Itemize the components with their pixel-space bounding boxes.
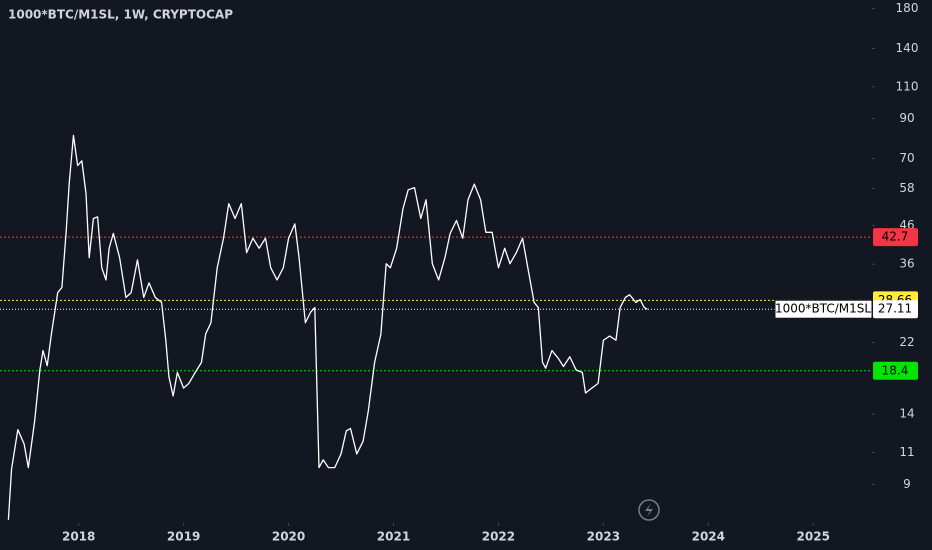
last-value-box	[873, 300, 918, 319]
price-label-box	[873, 228, 918, 247]
x-tick-label: 2018	[62, 530, 95, 544]
chart-title: 1000*BTC/M1SL, 1W, CRYPTOCAP	[8, 8, 233, 22]
y-tick-label: 90	[899, 111, 914, 125]
y-tick-label: 58	[899, 181, 914, 195]
x-tick-label: 2023	[587, 530, 620, 544]
y-tick-label: 14	[899, 407, 914, 421]
series-name-box	[774, 299, 873, 319]
price-label-box	[873, 361, 918, 380]
x-tick-label: 2025	[797, 530, 830, 544]
y-tick-label: 22	[899, 335, 914, 349]
replay-icon[interactable]	[638, 499, 660, 521]
price-label: 18.4	[882, 363, 909, 377]
series-line	[7, 134, 648, 520]
last-value-label: 27.11	[878, 302, 912, 316]
y-tick-label: 70	[899, 151, 914, 165]
y-tick-label: 140	[896, 41, 919, 55]
x-tick-label: 2020	[272, 530, 305, 544]
x-tick-label: 2022	[482, 530, 515, 544]
x-tick-label: 2019	[167, 530, 200, 544]
y-tick-label: 36	[899, 257, 914, 271]
x-tick-label: 2024	[692, 530, 725, 544]
y-tick-label: 11	[899, 445, 914, 459]
price-label: 42.7	[882, 230, 909, 244]
series-name-label: 1000*BTC/M1SL	[775, 302, 871, 316]
x-tick-label: 2021	[377, 530, 410, 544]
y-tick-label: 9	[903, 477, 911, 491]
y-tick-label: 110	[896, 79, 919, 93]
y-tick-label: 180	[896, 1, 919, 15]
